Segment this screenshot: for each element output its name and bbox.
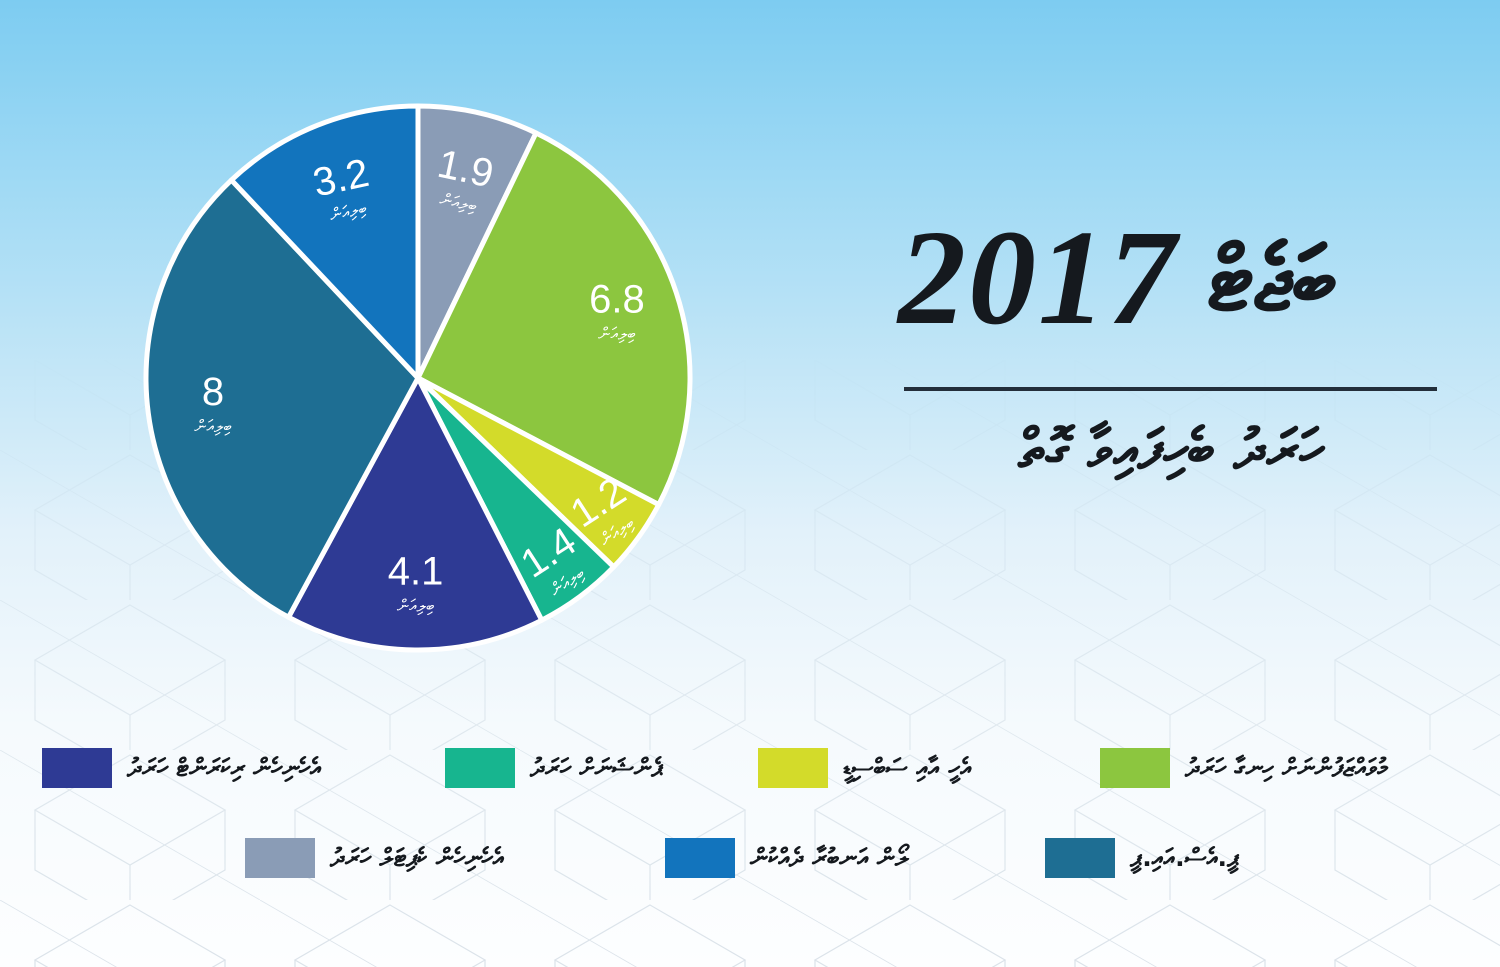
pie-slice-label-4: 4.1 ބިލިއަން [388, 550, 444, 617]
legend-label-0: އެހެނިހެން ކެޕިޓަލް ހަރަދު [330, 842, 504, 872]
legend-label-6: ލޯން އަނބުރާ ދެއްކުން [750, 842, 909, 872]
legend-label-5: ޕީ.އެސް.އައި.ޕީ [1130, 842, 1240, 872]
legend-label-3: ޕެންޝަނަށް ހަރަދު [530, 752, 663, 782]
title-year: 2017 [898, 203, 1178, 353]
pie-slice-label-1: 6.8 ބިލިއަން [589, 277, 645, 344]
legend-swatch-6 [665, 838, 735, 878]
title-divider [904, 387, 1437, 391]
legend-swatch-3 [445, 748, 515, 788]
title-word-thaana: ބަޖެޓް [1208, 227, 1337, 332]
legend-label-2: އެހީ އާއި ސަބްސިޑީ [843, 752, 971, 782]
legend-item-1: މުވައްޒަފުންނަށް ހިނގާ ހަރަދު [1100, 748, 1388, 788]
legend-swatch-5 [1045, 838, 1115, 878]
pie-slice-6 [228, 103, 421, 381]
pie-slice-5 [143, 177, 421, 620]
subtitle: ހަރަދު ބެހިފައިވާ ގޮތް [1018, 417, 1323, 481]
pie-slice-4 [286, 375, 545, 653]
legend-swatch-2 [758, 748, 828, 788]
legend-item-6: ލޯން އަނބުރާ ދެއްކުން [665, 838, 908, 878]
legend-item-5: ޕީ.އެސް.އައި.ޕީ [1045, 838, 1239, 878]
legend-swatch-0 [245, 838, 315, 878]
pie-slice-label-5: 8 ބިލިއަން [194, 370, 231, 437]
pie-slice-unit-1: ބިލިއަން [598, 324, 635, 344]
legend-item-4: އެހެނިހެން ރިކަރަންޓް ހަރަދު [42, 748, 320, 788]
legend-swatch-1 [1100, 748, 1170, 788]
legend-label-4: އެހެނިހެން ރިކަރަންޓް ހަރަދު [127, 752, 321, 782]
pie-slice-value-4: 4.1 [388, 550, 444, 594]
legend-swatch-4 [42, 748, 112, 788]
legend-label-1: މުވައްޒަފުންނަށް ހިނގާ ހަރަދު [1185, 752, 1388, 782]
pie-slice-value-1: 6.8 [589, 277, 645, 321]
pie-slice-unit-4: ބިލިއަން [397, 597, 434, 617]
legend-item-2: އެހީ އާއި ސަބްސިޑީ [758, 748, 971, 788]
legend-item-3: ޕެންޝަނަށް ހަރަދު [445, 748, 662, 788]
pie-slice-value-5: 8 [202, 370, 224, 414]
pie-slice-unit-5: ބިލިއަން [194, 417, 231, 437]
legend-item-0: އެހެނިހެން ކެޕިޓަލް ހަރަދު [245, 838, 503, 878]
